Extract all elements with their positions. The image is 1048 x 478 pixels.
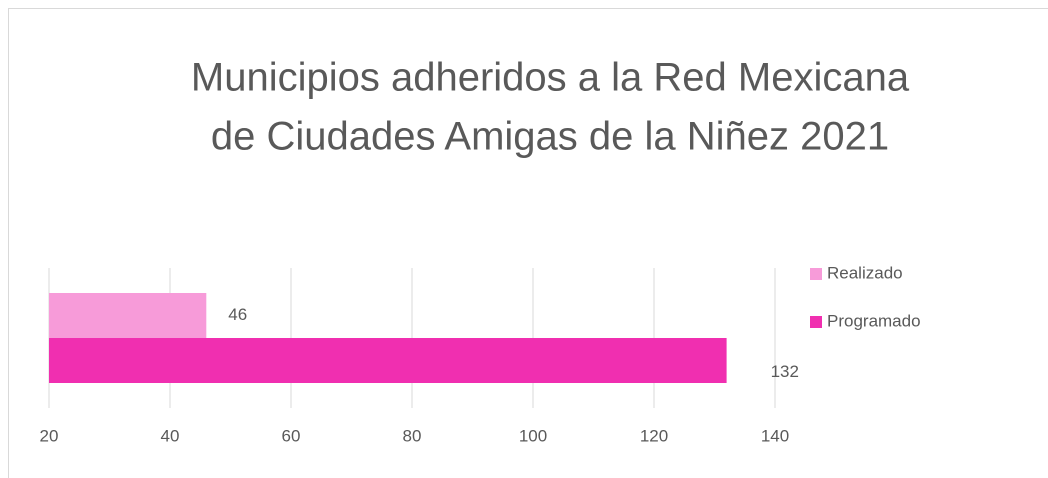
x-tick-label: 140 [761, 426, 789, 445]
x-tick-label: 20 [40, 426, 59, 445]
legend-label: Programado [827, 311, 921, 330]
bar [49, 293, 207, 338]
legend-label: Realizado [827, 263, 903, 282]
chart-title: de Ciudades Amigas de la Niñez 2021 [211, 115, 889, 159]
x-tick-label: 100 [519, 426, 547, 445]
bar [49, 338, 727, 383]
data-label: 46 [228, 305, 247, 324]
data-label: 132 [771, 362, 799, 381]
chart-title: Municipios adheridos a la Red Mexicana [191, 56, 910, 100]
x-tick-label: 120 [640, 426, 668, 445]
x-tick-label: 80 [403, 426, 422, 445]
legend-swatch [810, 268, 822, 280]
chart-frame [8, 8, 1048, 478]
legend-swatch [810, 316, 822, 328]
x-tick-label: 60 [282, 426, 301, 445]
x-tick-label: 40 [161, 426, 180, 445]
